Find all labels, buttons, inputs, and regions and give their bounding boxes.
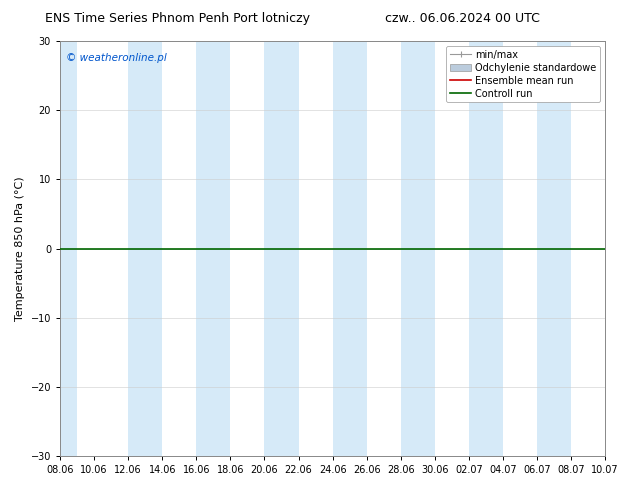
Bar [197,41,230,456]
Bar [333,41,366,456]
Bar [128,41,162,456]
Bar [264,41,299,456]
Bar [469,41,503,456]
Y-axis label: Temperature 850 hPa (°C): Temperature 850 hPa (°C) [15,176,25,321]
Bar [401,41,435,456]
Bar [537,41,571,456]
Text: czw.. 06.06.2024 00 UTC: czw.. 06.06.2024 00 UTC [385,12,540,25]
Legend: min/max, Odchylenie standardowe, Ensemble mean run, Controll run: min/max, Odchylenie standardowe, Ensembl… [446,46,600,102]
Text: ENS Time Series Phnom Penh Port lotniczy: ENS Time Series Phnom Penh Port lotniczy [45,12,310,25]
Bar [60,41,77,456]
Text: © weatheronline.pl: © weatheronline.pl [65,53,166,64]
